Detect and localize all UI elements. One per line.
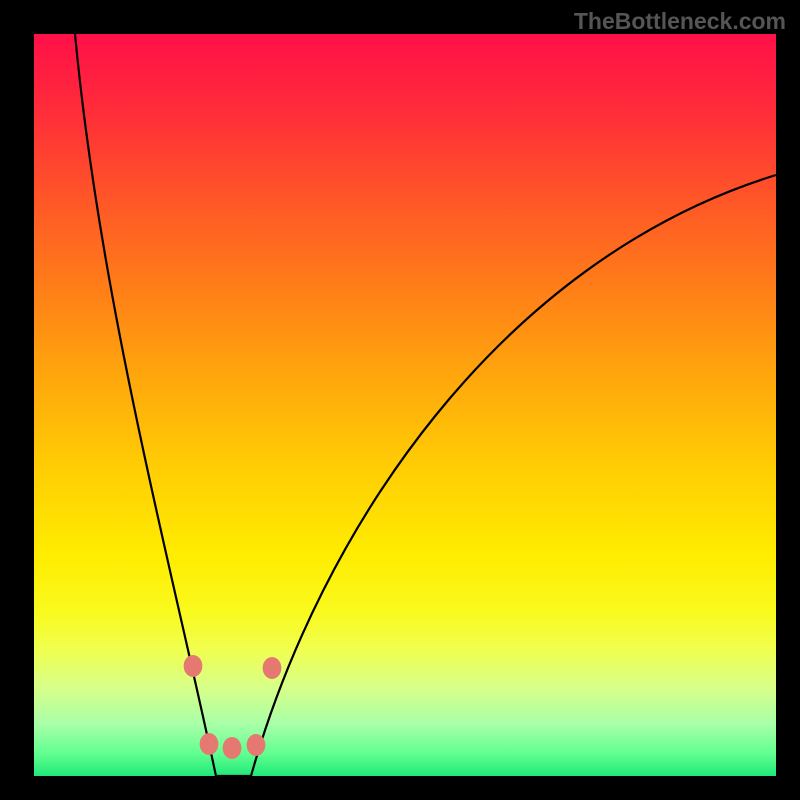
- marker-point: [263, 657, 282, 679]
- bottleneck-chart: [0, 0, 800, 800]
- marker-point: [247, 734, 266, 756]
- chart-background-gradient: [34, 34, 776, 776]
- marker-point: [200, 733, 219, 755]
- marker-point: [223, 737, 242, 759]
- watermark-text: TheBottleneck.com: [574, 8, 786, 35]
- marker-point: [184, 655, 203, 677]
